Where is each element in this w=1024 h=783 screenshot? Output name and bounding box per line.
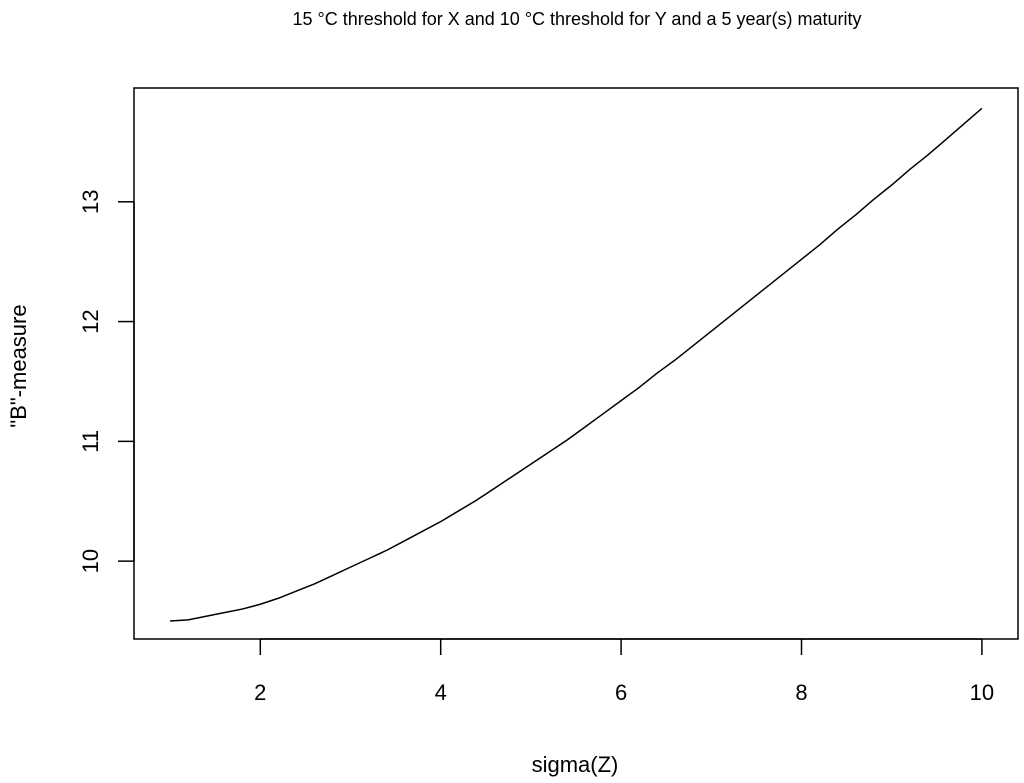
plot-frame: [133, 87, 1019, 640]
x-tick-label: 10: [970, 680, 994, 705]
y-tick-label: 13: [78, 190, 103, 214]
y-axis-label: "B"-measure: [6, 304, 31, 427]
y-tick-label: 10: [78, 549, 103, 573]
y-tick-label: 11: [78, 430, 103, 453]
x-axis-label: sigma(Z): [532, 752, 619, 777]
y-axis: 10 11 12 13: [78, 190, 135, 573]
x-axis: 2 4 6 8 10: [254, 638, 994, 705]
x-tick-label: 6: [615, 680, 627, 705]
x-tick-label: 2: [254, 680, 266, 705]
y-tick-label: 12: [78, 309, 103, 333]
series-layer: [170, 107, 983, 622]
x-tick-label: 4: [435, 680, 447, 705]
chart-title: 15 °C threshold for X and 10 °C threshol…: [292, 9, 861, 29]
x-tick-label: 8: [795, 680, 807, 705]
series-line: [170, 107, 983, 622]
